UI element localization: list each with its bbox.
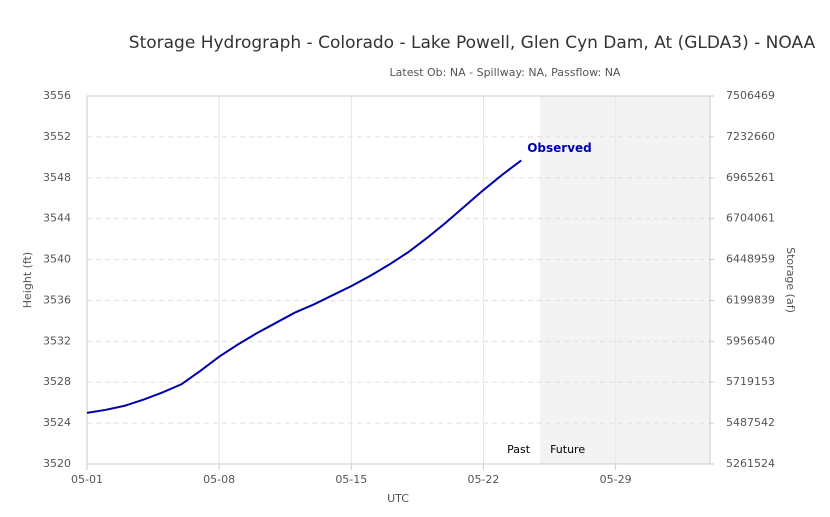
- y2-tick-label: 5487542: [726, 416, 775, 429]
- y-tick-label: 3524: [43, 416, 71, 429]
- future-label: Future: [550, 443, 585, 456]
- x-tick-label: 05-15: [335, 473, 367, 486]
- y2-tick-label: 6199839: [726, 293, 775, 306]
- y2-tick-label: 7506469: [726, 89, 775, 102]
- x-tick-label: 05-01: [71, 473, 103, 486]
- y2-tick-label: 6704061: [726, 212, 775, 225]
- chart-title: Storage Hydrograph - Colorado - Lake Pow…: [129, 33, 816, 53]
- chart-subtitle: Latest Ob: NA - Spillway: NA, Passflow: …: [390, 66, 621, 79]
- y-tick-label: 3556: [43, 89, 71, 102]
- y2-tick-label: 7232660: [726, 130, 775, 143]
- plot-border: [86, 95, 711, 465]
- past-label: Past: [507, 443, 531, 456]
- y2-tick-label: 6448959: [726, 253, 775, 266]
- future-region: [540, 96, 710, 464]
- x-tick-label: 05-29: [600, 473, 632, 486]
- y2-tick-label: 5956540: [726, 334, 775, 347]
- y2-tick-label: 5719153: [726, 375, 775, 388]
- y-tick-label: 3540: [43, 253, 71, 266]
- x-axis-title: UTC: [387, 492, 409, 505]
- y-tick-label: 3528: [43, 375, 71, 388]
- y2-axis-title: Storage (af): [784, 247, 797, 313]
- y-axis-title: Height (ft): [21, 252, 34, 308]
- y-tick-label: 3520: [43, 457, 71, 470]
- y-tick-label: 3552: [43, 130, 71, 143]
- series-label: Observed: [527, 141, 592, 155]
- data-line: [86, 159, 522, 414]
- y-tick-label: 3544: [43, 212, 71, 225]
- y2-tick-label: 5261524: [726, 457, 775, 470]
- x-tick-label: 05-22: [467, 473, 499, 486]
- y-tick-label: 3548: [43, 171, 71, 184]
- x-tick-label: 05-08: [203, 473, 235, 486]
- y-tick-label: 3536: [43, 293, 71, 306]
- y2-tick-label: 6965261: [726, 171, 775, 184]
- y-tick-label: 3532: [43, 334, 71, 347]
